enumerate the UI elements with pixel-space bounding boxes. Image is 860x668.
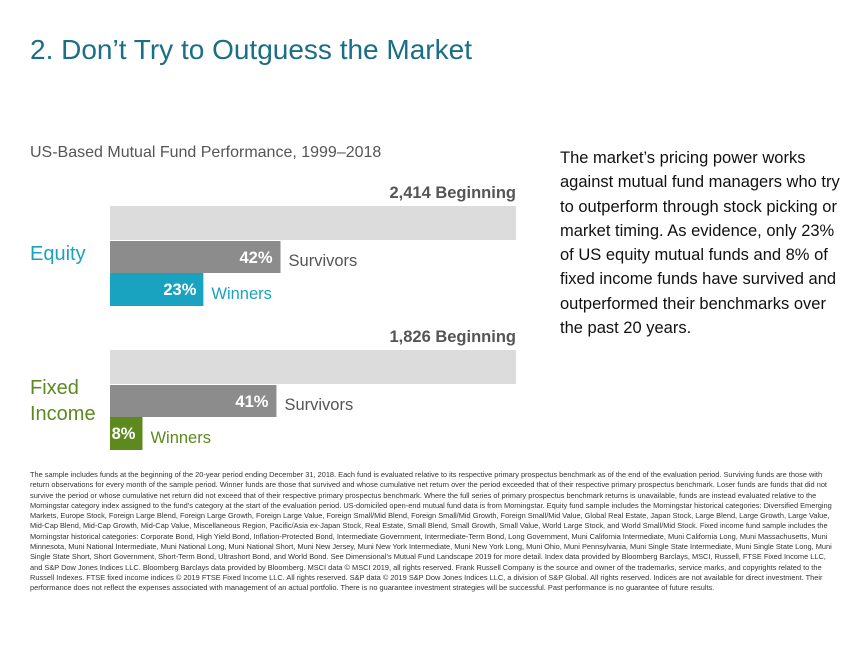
equity-beginning-bar (110, 206, 516, 240)
fixed-income-category-label: Fixed Income (30, 377, 96, 425)
equity-survivors-value: 42% (239, 249, 272, 267)
equity-survivors-bar (110, 241, 281, 273)
equity-winners-value: 23% (163, 281, 196, 299)
equity-winners-bar (110, 273, 204, 306)
fixed-income-survivors-label: Survivors (284, 396, 353, 414)
equity-category-label-line: Equity (30, 243, 86, 265)
fixed-income-category-label-line: Income (30, 403, 96, 425)
equity-survivors-label: Survivors (289, 252, 358, 270)
description-text: The market’s pricing power works against… (560, 149, 840, 338)
fixed-income-survivors-bar (110, 385, 277, 417)
fixed-income-beginning-label: 1,826 Beginning (389, 328, 516, 346)
equity-beginning-label: 2,414 Beginning (389, 184, 516, 202)
equity-winners-label: Winners (211, 285, 272, 303)
footnote-text: The sample includes funds at the beginni… (30, 470, 832, 593)
fixed-income-beginning-bar (110, 350, 516, 384)
chart-title: US-Based Mutual Fund Performance, 1999–2… (30, 144, 382, 161)
fixed-income-survivors-value: 41% (235, 393, 268, 411)
page-title: 2. Don’t Try to Outguess the Market (30, 34, 472, 65)
fund-performance-chart: 2,414 Beginning 42% 23% Survivors Winners Equ… (30, 184, 516, 450)
fixed-income-winners-label: Winners (150, 429, 211, 447)
fixed-income-category-label-line: Fixed (30, 377, 79, 399)
equity-category-label: Equity (30, 243, 86, 265)
fixed-income-winners-bar (110, 417, 143, 450)
fixed-income-winners-value: 8% (112, 425, 136, 443)
